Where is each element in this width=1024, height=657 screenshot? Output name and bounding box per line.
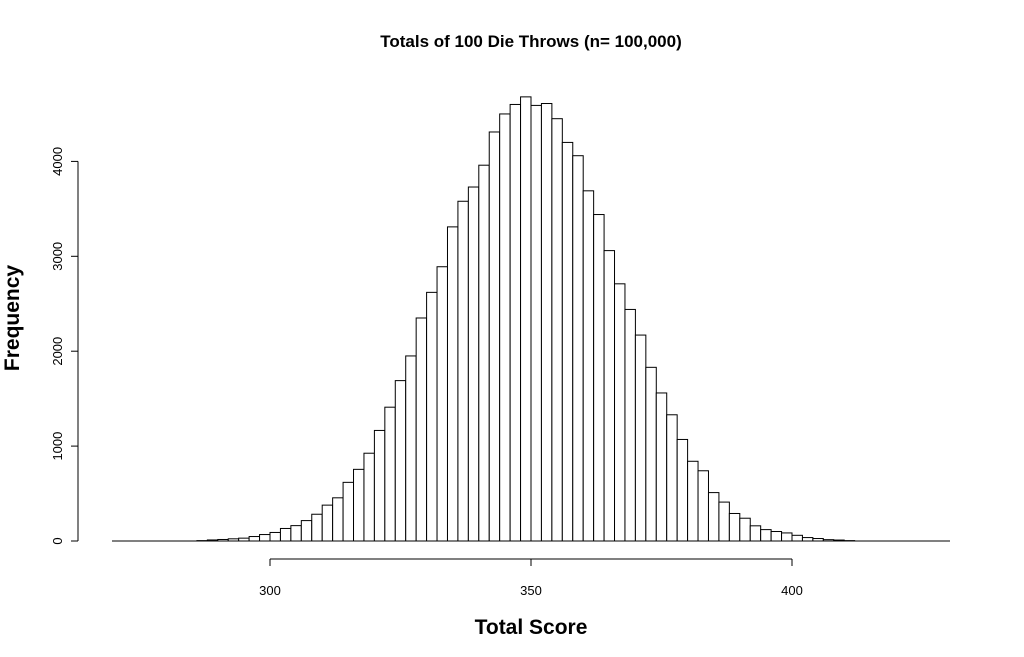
histogram-bar (634, 334, 647, 542)
histogram-bar (488, 131, 501, 542)
histogram-bar (373, 429, 386, 542)
y-axis-label: Frequency (1, 265, 24, 372)
histogram-bar (353, 468, 365, 542)
histogram-bar (426, 291, 438, 542)
y-axis: 0 1000 2000 3000 4000 (50, 147, 79, 545)
histogram-bar (248, 536, 261, 542)
y-tick-label: 3000 (50, 242, 65, 271)
histogram-bar (530, 104, 542, 542)
y-tick-label: 2000 (50, 337, 65, 366)
histogram-bar (363, 452, 375, 542)
histogram-bar (676, 438, 689, 542)
histogram-bar (342, 481, 355, 542)
histogram-bar (624, 308, 636, 542)
histogram-bar (478, 164, 490, 542)
histogram-bar (614, 283, 626, 542)
histogram-bar (749, 525, 762, 542)
y-tick-label: 1000 (50, 432, 65, 461)
x-tick-label: 400 (781, 583, 803, 598)
histogram-bar (770, 531, 783, 542)
histogram-bar (540, 103, 553, 542)
chart-title: Totals of 100 Die Throws (n= 100,000) (380, 32, 682, 51)
histogram-bar (415, 317, 428, 542)
histogram-bar (603, 250, 616, 542)
histogram-bar (520, 96, 532, 542)
histogram-bar (655, 392, 668, 542)
histogram-bar (687, 460, 699, 542)
histogram-bar (499, 113, 511, 542)
histogram-bar (446, 226, 459, 542)
histogram-bar (269, 531, 281, 542)
x-axis-label: Total Score (475, 616, 588, 639)
histogram-bar (509, 103, 522, 542)
histogram-bar (760, 529, 772, 542)
histogram-bar (279, 527, 292, 542)
histogram-bar (551, 118, 563, 542)
histogram-bar (332, 497, 344, 542)
histogram-bar (321, 504, 334, 542)
histogram-bar (457, 200, 469, 542)
histogram-bar (384, 406, 396, 542)
histogram-bar (739, 517, 751, 542)
histogram-bar (645, 366, 657, 542)
histogram-bar (666, 414, 678, 542)
histogram-bar (436, 266, 448, 542)
histogram-bar (405, 355, 417, 542)
histogram-bar (593, 214, 605, 542)
histogram-bar (781, 532, 793, 542)
histogram-bar (311, 513, 323, 542)
histogram-bar (728, 512, 741, 542)
histogram-bar (561, 141, 574, 542)
histogram-bar (300, 520, 313, 542)
x-tick-label: 300 (259, 583, 281, 598)
histogram-bar (259, 534, 271, 542)
histogram-bar (467, 186, 480, 542)
histogram-bar (394, 380, 407, 542)
x-axis: 300 350 400 (259, 558, 803, 598)
histogram-bar (572, 155, 584, 542)
histogram-bar (718, 501, 730, 542)
histogram-bar (697, 470, 709, 542)
histogram-bars (196, 96, 856, 542)
histogram-bar (290, 525, 302, 542)
x-tick-label: 350 (520, 583, 542, 598)
histogram-bar (707, 492, 720, 542)
y-tick-label: 0 (50, 537, 65, 544)
histogram-bar (791, 534, 803, 542)
histogram-bar (582, 190, 595, 542)
histogram-bar (801, 537, 814, 542)
y-tick-label: 4000 (50, 147, 65, 176)
